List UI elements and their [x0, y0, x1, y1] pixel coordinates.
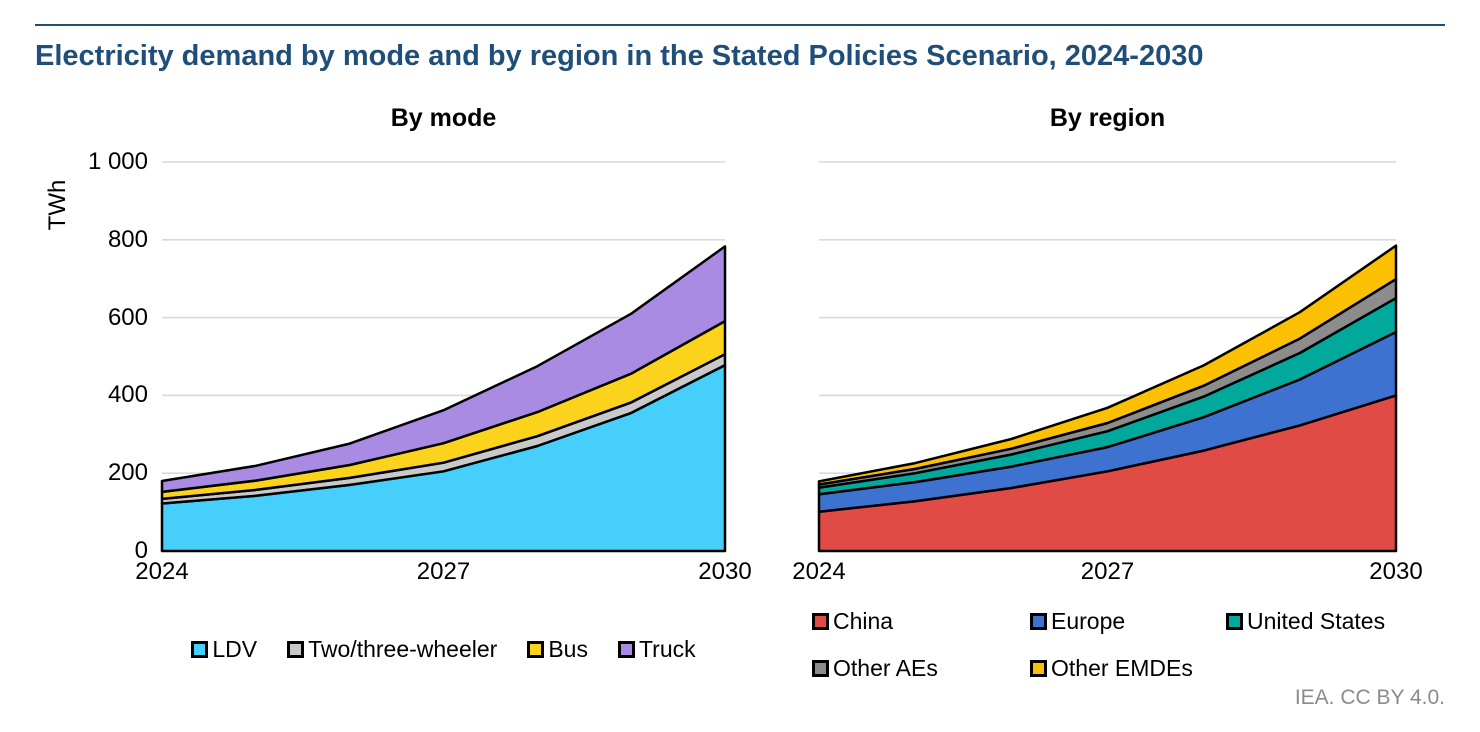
two-three-wheeler-swatch-icon — [287, 641, 305, 658]
legend-item-bus: Bus — [527, 636, 588, 663]
right-chart-title: By region — [1049, 104, 1166, 132]
legend-label: Europe — [1051, 608, 1126, 634]
ldv-swatch-icon — [191, 641, 209, 658]
legend-label: LDV — [212, 636, 258, 662]
top-divider-line — [35, 24, 1445, 26]
legend-label: United States — [1247, 608, 1386, 634]
left-x-axis: 2024 2027 2030 — [135, 558, 751, 588]
x-tick-2027: 2027 — [1080, 558, 1135, 585]
legend-item-other-aes: Other AEs — [812, 655, 1030, 682]
x-tick-2024: 2024 — [135, 558, 189, 585]
legend-item-truck: Truck — [617, 636, 696, 663]
truck-swatch-icon — [617, 641, 635, 658]
legend-label: Truck — [638, 636, 696, 662]
legend-item-united-states: United States — [1226, 608, 1385, 635]
by-mode-legend: LDV Two/three-wheeler Bus Truck — [162, 636, 725, 663]
x-tick-2024: 2024 — [792, 558, 846, 585]
y-tick-600: 600 — [107, 304, 148, 331]
right-x-axis: 2024 2027 2030 — [792, 558, 1422, 588]
united-states-swatch-icon — [1226, 613, 1243, 630]
legend-item-europe: Europe — [1030, 608, 1226, 635]
legend-item-china: China — [812, 608, 1030, 635]
by-region-legend: China Europe United States Other AEs Oth… — [812, 608, 1385, 682]
y-tick-0: 0 — [134, 537, 148, 564]
china-swatch-icon — [812, 613, 829, 630]
y-tick-200: 200 — [107, 459, 148, 486]
x-tick-2027: 2027 — [416, 558, 471, 585]
legend-label: Bus — [548, 636, 588, 662]
legend-label: Two/three-wheeler — [308, 636, 498, 662]
legend-item-other-emdes: Other EMDEs — [1030, 655, 1226, 682]
y-tick-800: 800 — [107, 226, 148, 253]
legend-label: Other AEs — [833, 655, 938, 681]
left-chart-title: By mode — [390, 104, 497, 132]
legend-item-two-three-wheeler: Two/three-wheeler — [287, 636, 497, 663]
bus-swatch-icon — [527, 641, 545, 658]
license-credit: IEA. CC BY 4.0. — [1294, 686, 1445, 709]
other-aes-swatch-icon — [812, 660, 829, 677]
y-axis-unit-label: TWh — [44, 179, 71, 231]
x-tick-2030: 2030 — [698, 558, 752, 585]
other-emdes-swatch-icon — [1030, 660, 1047, 677]
by-region-stacked-area-plot — [817, 161, 1398, 553]
y-tick-400: 400 — [107, 381, 148, 408]
europe-swatch-icon — [1030, 613, 1047, 630]
legend-label: China — [833, 608, 894, 634]
x-tick-2030: 2030 — [1369, 558, 1423, 585]
legend-item-ldv: LDV — [191, 636, 257, 663]
figure-title: Electricity demand by mode and by region… — [35, 40, 1204, 72]
legend-label: Other EMDEs — [1051, 655, 1193, 681]
by-mode-stacked-area-plot — [160, 161, 727, 553]
y-tick-1000: 1 000 — [87, 148, 148, 175]
